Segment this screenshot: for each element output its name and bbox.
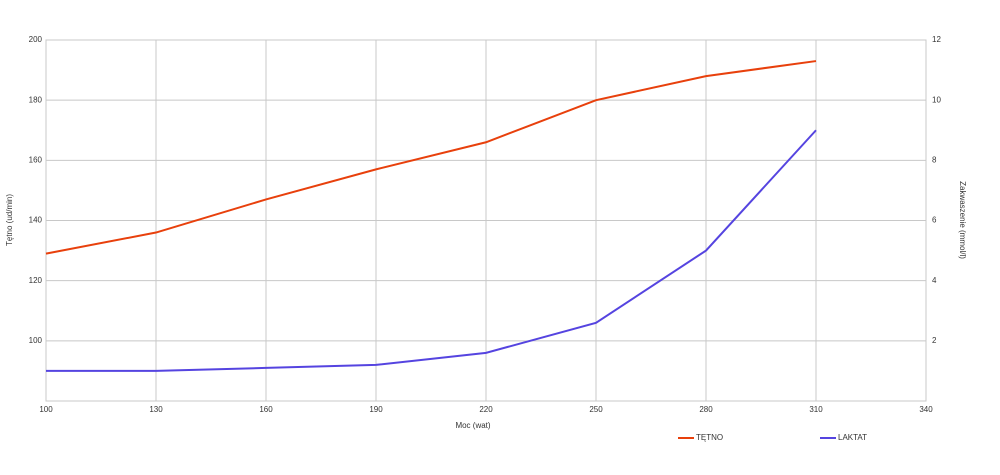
y2-tick-label: 8: [932, 155, 937, 164]
y-tick-label: 140: [29, 216, 43, 225]
y-axis-label: Tętno (ud/min): [5, 194, 14, 246]
x-tick-label: 100: [39, 405, 53, 414]
data-line: [45, 60, 817, 255]
y2-tick-label: 10: [932, 95, 941, 104]
x-tick-label: 250: [589, 405, 603, 414]
x-tick-label: 130: [149, 405, 163, 414]
y-tick-label: 100: [29, 336, 43, 345]
x-tick-label: 190: [369, 405, 383, 414]
y-tick-label: 180: [29, 95, 43, 104]
y-tick-label: 200: [29, 35, 43, 44]
x-tick-label: 340: [919, 405, 933, 414]
x-tick-label: 160: [259, 405, 273, 414]
x-axis-label: Moc (wat): [455, 421, 490, 430]
y2-tick-label: 4: [932, 276, 937, 285]
data-line: [46, 129, 817, 372]
y2-axis-label: Zakwaszenie (mmol/l): [958, 181, 967, 259]
y2-tick-label: 12: [932, 35, 941, 44]
x-tick-label: 280: [699, 405, 713, 414]
y2-tick-label: 2: [932, 336, 937, 345]
legend-label: LAKTAT: [838, 433, 867, 442]
y2-tick-label: 6: [932, 216, 937, 225]
legend-label: TĘTNO: [696, 433, 723, 442]
y-tick-label: 120: [29, 276, 43, 285]
y-tick-label: 160: [29, 155, 43, 164]
x-tick-label: 310: [809, 405, 823, 414]
x-tick-label: 220: [479, 405, 493, 414]
